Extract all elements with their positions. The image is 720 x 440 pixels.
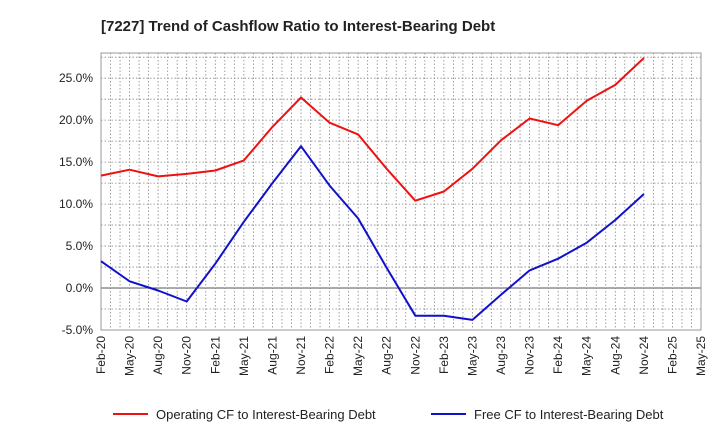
x-tick-label: Nov-23 bbox=[523, 336, 537, 375]
x-tick-label: Nov-20 bbox=[180, 336, 194, 375]
y-tick-label: 0.0% bbox=[66, 281, 94, 295]
x-tick-label: May-22 bbox=[351, 336, 365, 376]
x-tick-label: Aug-22 bbox=[380, 336, 394, 375]
y-tick-label: 20.0% bbox=[59, 113, 93, 127]
grid bbox=[100, 53, 702, 331]
legend: Operating CF to Interest-Bearing Debt Fre… bbox=[113, 407, 664, 422]
free-cf-line bbox=[100, 145, 645, 321]
y-tick-label: 15.0% bbox=[59, 155, 93, 169]
x-tick-label: May-23 bbox=[465, 336, 479, 376]
x-tick-label: Aug-24 bbox=[608, 336, 622, 375]
x-tick-label: May-25 bbox=[694, 336, 708, 376]
axes: -5.0% 0.0% 5.0% 10.0% 15.0% 20.0% 25.0% Feb-20 M… bbox=[59, 52, 708, 376]
x-tick-label: Nov-22 bbox=[408, 336, 422, 375]
x-tick-label: Feb-22 bbox=[323, 336, 337, 374]
x-tick-label: Feb-24 bbox=[551, 336, 565, 374]
y-tick-label: 10.0% bbox=[59, 197, 93, 211]
legend-label-free: Free CF to Interest-Bearing Debt bbox=[474, 407, 664, 422]
x-tick-label: Feb-20 bbox=[94, 336, 108, 374]
x-tick-label: Aug-21 bbox=[265, 336, 279, 375]
x-tick-label: Aug-20 bbox=[151, 336, 165, 375]
x-tick-label: Feb-21 bbox=[208, 336, 222, 374]
x-tick-label: Feb-23 bbox=[437, 336, 451, 374]
y-tick-label: -5.0% bbox=[62, 323, 94, 337]
series-lines bbox=[100, 57, 645, 321]
operating-cf-line bbox=[100, 57, 645, 202]
y-tick-label: 25.0% bbox=[59, 71, 93, 85]
legend-label-operating: Operating CF to Interest-Bearing Debt bbox=[156, 407, 376, 422]
y-tick-label: 5.0% bbox=[66, 239, 94, 253]
x-tick-label: May-21 bbox=[237, 336, 251, 376]
x-tick-label: May-24 bbox=[580, 336, 594, 376]
x-tick-label: Nov-21 bbox=[294, 336, 308, 375]
x-tick-label: May-20 bbox=[123, 336, 137, 376]
x-tick-label: Aug-23 bbox=[494, 336, 508, 375]
chart-title: [7227] Trend of Cashflow Ratio to Intere… bbox=[101, 18, 495, 35]
plot-border bbox=[100, 52, 702, 331]
x-tick-label: Feb-25 bbox=[665, 336, 679, 374]
x-tick-label: Nov-24 bbox=[637, 336, 651, 375]
